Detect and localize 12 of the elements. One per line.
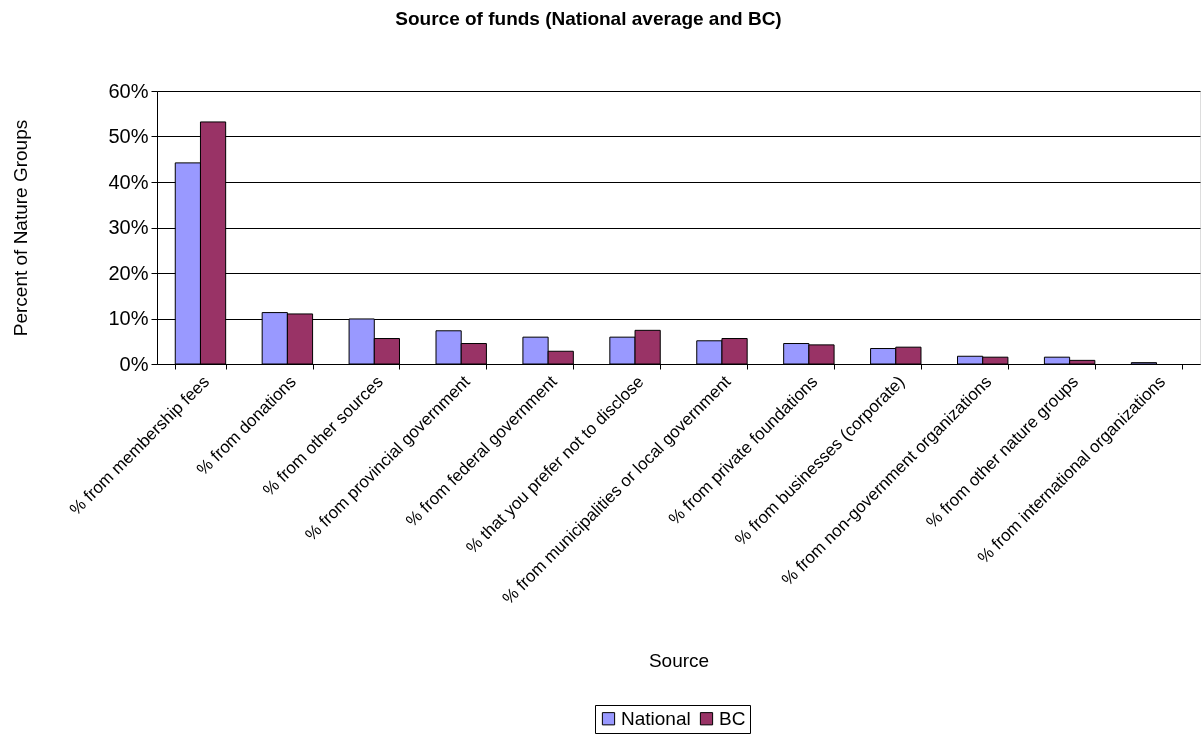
- y-tick-label: 60%: [108, 79, 149, 102]
- y-tick-label: 30%: [108, 216, 149, 238]
- legend-label: National: [621, 707, 691, 729]
- chart-title: Source of funds (National average and BC): [395, 8, 782, 29]
- y-tick-label: 0%: [119, 352, 149, 375]
- y-axis-title: Percent of Nature Groups: [9, 119, 31, 337]
- y-tick-label: 40%: [108, 170, 149, 193]
- x-axis-title: Source: [648, 649, 710, 671]
- y-tick-label: 20%: [108, 261, 149, 284]
- y-tick-label: 10%: [108, 307, 149, 329]
- legend-label: BC: [719, 707, 746, 729]
- y-tick-label: 50%: [108, 125, 149, 147]
